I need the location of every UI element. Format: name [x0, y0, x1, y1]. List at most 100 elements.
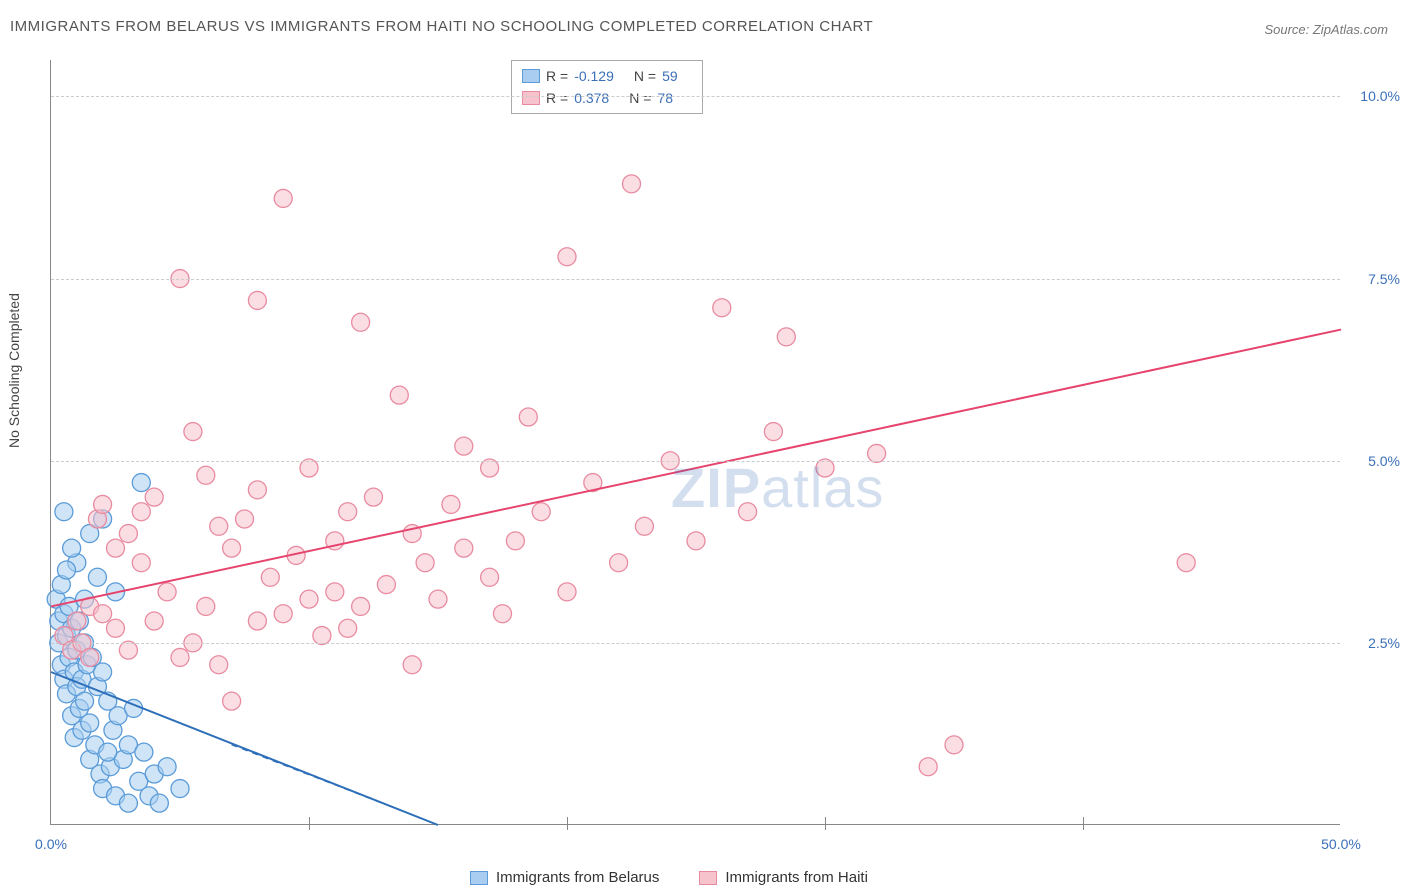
regression-extrapolation	[232, 745, 438, 825]
data-point	[455, 539, 473, 557]
legend-item: Immigrants from Belarus	[470, 869, 659, 886]
data-point	[223, 539, 241, 557]
legend-swatch	[522, 91, 540, 105]
data-point	[713, 299, 731, 317]
data-point	[764, 423, 782, 441]
data-point	[68, 612, 86, 630]
data-point	[184, 423, 202, 441]
legend-series: Immigrants from Belarus Immigrants from …	[470, 869, 868, 886]
data-point	[248, 291, 266, 309]
data-point	[94, 605, 112, 623]
correlation-chart: IMMIGRANTS FROM BELARUS VS IMMIGRANTS FR…	[0, 0, 1406, 892]
data-point	[352, 313, 370, 331]
data-point	[158, 583, 176, 601]
n-label: N =	[629, 87, 651, 109]
r-label: R =	[546, 87, 568, 109]
data-point	[81, 648, 99, 666]
r-label: R =	[546, 65, 568, 87]
data-point	[197, 466, 215, 484]
regression-line	[51, 330, 1341, 607]
x-tick	[309, 817, 310, 825]
x-tick-label: 50.0%	[1321, 836, 1361, 852]
data-point	[94, 495, 112, 513]
data-point	[248, 612, 266, 630]
data-point	[99, 743, 117, 761]
data-point	[945, 736, 963, 754]
data-point	[88, 568, 106, 586]
source-attribution: Source: ZipAtlas.com	[1264, 22, 1388, 37]
gridline-h	[51, 461, 1340, 462]
data-point	[55, 503, 73, 521]
y-axis-label: No Schooling Completed	[6, 293, 22, 448]
data-point	[119, 794, 137, 812]
r-value: -0.129	[574, 65, 614, 87]
data-point	[107, 619, 125, 637]
data-point	[132, 503, 150, 521]
data-point	[274, 189, 292, 207]
data-point	[150, 794, 168, 812]
data-point	[687, 532, 705, 550]
gridline-h	[51, 279, 1340, 280]
data-point	[635, 517, 653, 535]
data-point	[339, 619, 357, 637]
data-point	[532, 503, 550, 521]
data-point	[132, 554, 150, 572]
data-point	[1177, 554, 1195, 572]
y-tick-label: 10.0%	[1360, 88, 1400, 104]
data-point	[494, 605, 512, 623]
n-value: 59	[662, 65, 678, 87]
data-point	[377, 576, 395, 594]
data-point	[135, 743, 153, 761]
x-tick	[1083, 817, 1084, 825]
data-point	[236, 510, 254, 528]
data-point	[197, 597, 215, 615]
legend-swatch	[522, 69, 540, 83]
legend-stat-row: R = -0.129 N = 59	[522, 65, 692, 87]
data-point	[300, 590, 318, 608]
data-point	[76, 692, 94, 710]
y-tick-label: 5.0%	[1368, 453, 1400, 469]
y-tick-label: 2.5%	[1368, 635, 1400, 651]
data-point	[558, 583, 576, 601]
n-label: N =	[634, 65, 656, 87]
data-point	[158, 758, 176, 776]
data-point	[558, 248, 576, 266]
data-point	[248, 481, 266, 499]
y-tick-label: 7.5%	[1368, 271, 1400, 287]
legend-swatch	[699, 871, 717, 885]
legend-stat-row: R = 0.378 N = 78	[522, 87, 692, 109]
r-value: 0.378	[574, 87, 609, 109]
plot-area: R = -0.129 N = 59 R = 0.378 N = 78 ZIPat…	[50, 60, 1340, 825]
data-point	[416, 554, 434, 572]
data-point	[274, 605, 292, 623]
x-tick	[825, 817, 826, 825]
data-point	[777, 328, 795, 346]
data-point	[145, 488, 163, 506]
gridline-h	[51, 96, 1340, 97]
chart-title: IMMIGRANTS FROM BELARUS VS IMMIGRANTS FR…	[10, 18, 873, 35]
data-point	[390, 386, 408, 404]
data-point	[326, 583, 344, 601]
data-point	[145, 612, 163, 630]
data-point	[210, 517, 228, 535]
data-point	[403, 656, 421, 674]
data-point	[57, 561, 75, 579]
data-point	[171, 780, 189, 798]
data-point	[210, 656, 228, 674]
data-point	[519, 408, 537, 426]
data-point	[739, 503, 757, 521]
gridline-h	[51, 643, 1340, 644]
data-point	[455, 437, 473, 455]
data-point	[442, 495, 460, 513]
x-tick	[567, 817, 568, 825]
legend-swatch	[470, 871, 488, 885]
data-point	[119, 525, 137, 543]
data-point	[610, 554, 628, 572]
data-point	[919, 758, 937, 776]
data-point	[94, 663, 112, 681]
data-point	[171, 648, 189, 666]
data-point	[132, 474, 150, 492]
data-point	[339, 503, 357, 521]
n-value: 78	[657, 87, 673, 109]
data-point	[261, 568, 279, 586]
